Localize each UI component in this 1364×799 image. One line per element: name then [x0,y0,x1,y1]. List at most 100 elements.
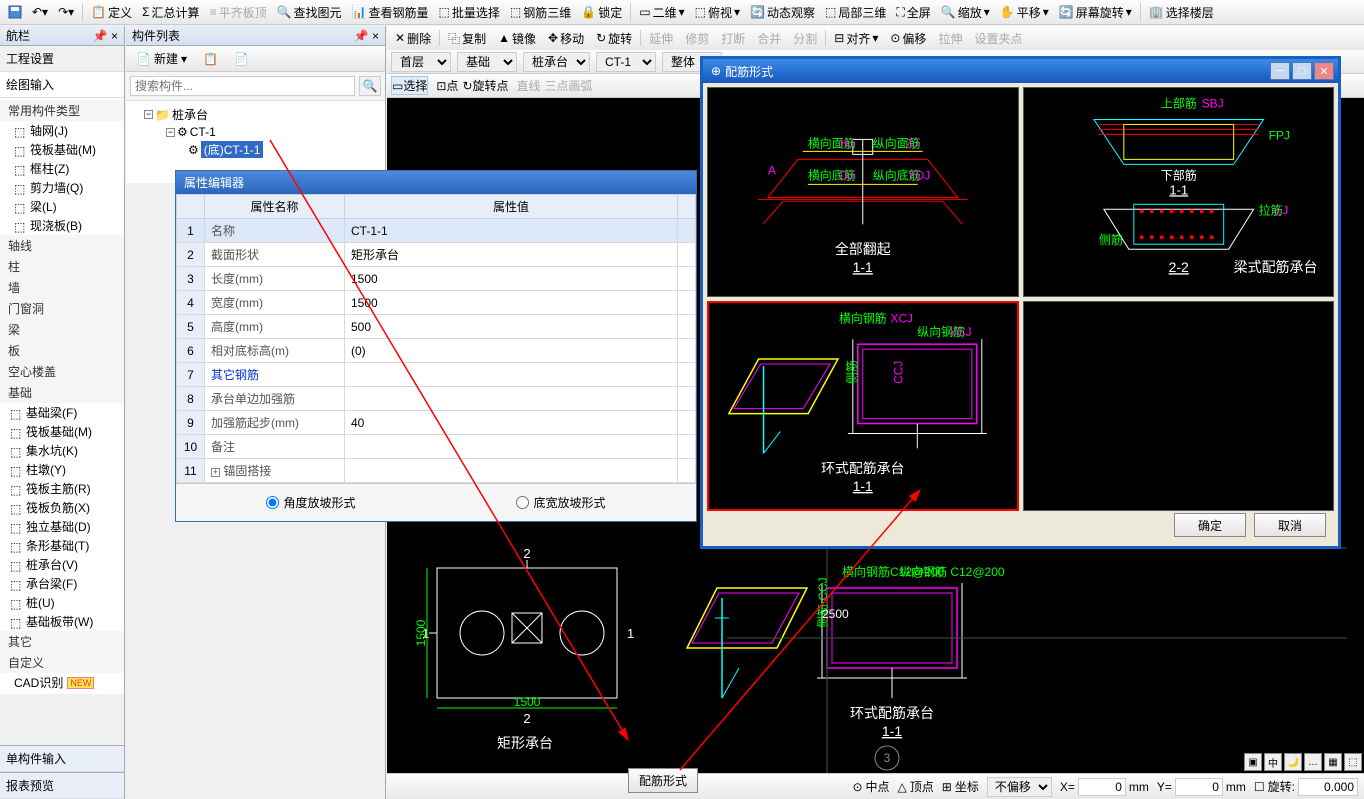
tb-local3d[interactable]: ⬚局部三维 [821,2,890,23]
nav-foundation-item[interactable]: ⬚集水坑(K) [0,441,124,460]
nav-foundation-item[interactable]: ⬚柱墩(Y) [0,460,124,479]
prop-row[interactable]: 5高度(mm)500 [177,315,696,339]
tb-orbit[interactable]: 🔄动态观察 [746,2,819,23]
btn-offset[interactable]: ⊙偏移 [886,28,930,49]
maximize-button[interactable]: □ [1292,62,1312,80]
nav-category[interactable]: 其它 [0,631,124,652]
nav-foundation-item[interactable]: ⬚承台梁(F) [0,574,124,593]
x-input[interactable] [1078,778,1126,796]
nav-foundation-item[interactable]: ⬚独立基础(D) [0,517,124,536]
prop-row[interactable]: 4宽度(mm)1500 [177,291,696,315]
mb-4[interactable]: … [1304,753,1322,771]
offset-select[interactable]: 不偏移 [987,777,1052,797]
rebar-mode-button[interactable]: 配筋形式 [628,768,698,793]
radio-width[interactable]: 底宽放坡形式 [516,494,605,511]
search-button[interactable]: 🔍 [359,76,381,96]
nav-draw-input[interactable]: 绘图输入 [0,72,124,98]
tree-root[interactable]: −📁桩承台 [130,105,381,124]
minimize-button[interactable]: ─ [1270,62,1290,80]
nav-category[interactable]: 自定义 [0,652,124,673]
close-button[interactable]: ✕ [1314,62,1334,80]
sb-coord[interactable]: ⊞坐标 [942,778,979,795]
prop-row[interactable]: 9加强筋起步(mm)40 [177,411,696,435]
mb-1[interactable]: ▣ [1244,753,1262,771]
tb-sum[interactable]: Σ汇总计算 [138,2,203,23]
tb-screenrot[interactable]: 🔄屏幕旋转▾ [1055,2,1136,23]
nav-category[interactable]: 轴线 [0,235,124,256]
tb-zoom[interactable]: 🔍缩放▾ [937,2,994,23]
btn-stretch[interactable]: 拉伸 [934,28,966,49]
mb-6[interactable]: ⬚ [1344,753,1362,771]
nav-category[interactable]: 门窗洞 [0,298,124,319]
tb-top[interactable]: ⬚俯视▾ [691,2,744,23]
nav-single-input[interactable]: 单构件输入 [0,745,124,772]
comp-close-icon[interactable]: 📌 × [354,26,379,45]
btn-split[interactable]: 分割 [789,28,821,49]
tree-ct1-1[interactable]: ⚙(底)CT-1-1 [130,140,381,159]
nav-category[interactable]: 柱 [0,256,124,277]
nav-item[interactable]: ⬚筏板基础(M) [0,140,124,159]
btn-copy[interactable]: ⿻复制 [444,28,490,49]
nav-category[interactable]: 梁 [0,319,124,340]
prop-row[interactable]: 6相对底标高(m)(0) [177,339,696,363]
sb-midpoint[interactable]: ⊙中点 [852,778,889,795]
nav-foundation-item[interactable]: ⬚条形基础(T) [0,536,124,555]
btn-trim[interactable]: 修剪 [681,28,713,49]
btn-line[interactable]: 直线 [517,77,541,94]
paste-icon[interactable]: 📄 [228,50,255,68]
btn-grip[interactable]: 设置夹点 [970,28,1026,49]
mb-2[interactable]: 中 [1264,753,1282,771]
cat-select[interactable]: 基础 [457,52,517,72]
btn-align[interactable]: ⊟对齐▾ [830,28,882,49]
tb-find[interactable]: 🔍查找图元 [273,2,346,23]
btn-move[interactable]: ✥移动 [544,28,588,49]
dialog-titlebar[interactable]: ⊕配筋形式 ─ □ ✕ [703,59,1338,83]
new-button[interactable]: 📄新建▾ [130,48,193,69]
prop-row[interactable]: 2截面形状矩形承台 [177,243,696,267]
type-select[interactable]: 桩承台 [523,52,590,72]
nav-category[interactable]: 空心楼盖 [0,361,124,382]
nav-category[interactable]: 基础 [0,382,124,403]
nav-category[interactable]: 墙 [0,277,124,298]
nav-foundation-item[interactable]: ⬚基础板带(W) [0,612,124,631]
nav-foundation-item[interactable]: ⬚桩承台(V) [0,555,124,574]
mode-ring[interactable]: 横向钢筋XCJ 纵向钢筋YCJ 侧筋 CCJ 环式配筋承台 1-1 [707,301,1019,511]
nav-category[interactable]: 板 [0,340,124,361]
nav-foundation-item[interactable]: ⬚筏板基础(M) [0,422,124,441]
sb-vertex[interactable]: △顶点 [898,778,934,795]
btn-mirror[interactable]: ▲镜像 [494,28,540,49]
search-input[interactable] [130,76,355,96]
tb-3d[interactable]: ⬚钢筋三维 [506,2,575,23]
btn-delete[interactable]: ✕删除 [391,28,435,49]
tb-floor[interactable]: 🏢选择楼层 [1145,2,1218,23]
tb-rebar[interactable]: 📊查看钢筋量 [348,2,433,23]
comp-select[interactable]: CT-1 [596,52,656,72]
nav-item[interactable]: ⬚梁(L) [0,197,124,216]
nav-foundation-item[interactable]: ⬚筏板主筋(R) [0,479,124,498]
prop-row[interactable]: 3长度(mm)1500 [177,267,696,291]
prop-row[interactable]: 11+ 锚固搭接 [177,459,696,483]
mb-3[interactable]: 🌙 [1284,753,1302,771]
nav-item[interactable]: ⬚框柱(Z) [0,159,124,178]
prop-row[interactable]: 10备注 [177,435,696,459]
nav-item[interactable]: ⬚剪力墙(Q) [0,178,124,197]
btn-rotate[interactable]: ↻旋转 [592,28,636,49]
mode-all-flip[interactable]: 横向面筋HJ 纵向面筋ZJ 横向底筋DJ 纵向底筋YDJ A 全部翻起 1-1 [707,87,1019,297]
tb-pan[interactable]: ✋平移▾ [996,2,1053,23]
prop-row[interactable]: 1名称CT-1-1 [177,219,696,243]
floor-select[interactable]: 首层 [391,52,451,72]
y-input[interactable] [1175,778,1223,796]
copy-icon[interactable]: 📋 [197,50,224,68]
pin-icon[interactable]: 📌 × [93,26,118,45]
tb-define[interactable]: 📋定义 [87,2,136,23]
mb-5[interactable]: ▦ [1324,753,1342,771]
cancel-button[interactable]: 取消 [1254,513,1326,537]
btn-rotpoint[interactable]: ↻旋转点 [462,77,508,94]
nav-item[interactable]: ⬚现浇板(B) [0,216,124,235]
btn-merge[interactable]: 合并 [753,28,785,49]
tb-align[interactable]: ≡平齐板顶 [206,2,271,23]
tb-full[interactable]: ⛶全屏 [892,2,934,23]
btn-arc[interactable]: 三点画弧 [545,77,593,94]
mode-empty[interactable] [1023,301,1335,511]
tree-ct1[interactable]: −⚙CT-1 [130,124,381,140]
